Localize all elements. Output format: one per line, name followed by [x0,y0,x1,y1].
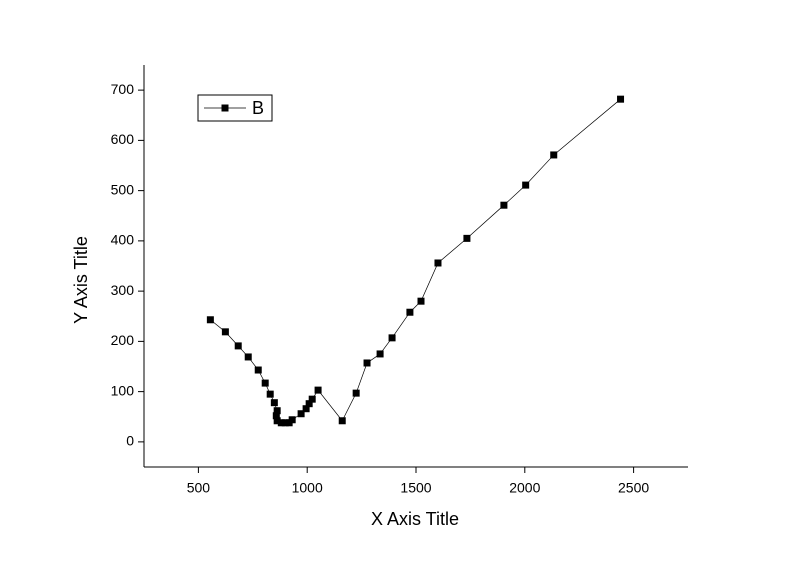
data-point [352,389,360,397]
data-point [550,151,558,159]
data-point [314,386,322,394]
data-point [388,334,396,342]
data-point [417,297,425,305]
y-tick-label: 700 [111,81,135,97]
data-point [500,201,508,209]
y-tick-label: 200 [111,332,135,348]
x-tick-label: 500 [187,480,211,496]
data-point [338,417,346,425]
y-tick-label: 600 [111,131,135,147]
y-axis-title: Y Axis Title [71,236,91,324]
data-point [281,419,289,427]
data-point [244,353,252,361]
y-tick-label: 0 [126,433,134,449]
y-tick-label: 400 [111,232,135,248]
data-point [272,412,280,420]
data-point [288,416,296,424]
data-point [434,259,442,267]
data-point [406,308,414,316]
data-point [270,399,278,407]
x-tick-label: 1500 [400,480,431,496]
data-point [221,328,229,336]
y-tick-label: 500 [111,181,135,197]
data-point [308,395,316,403]
data-point [463,234,471,242]
x-tick-label: 2000 [509,480,540,496]
data-point [234,342,242,350]
data-point [522,181,530,189]
data-point [617,95,625,103]
legend-marker [221,104,229,112]
data-point [277,419,285,427]
legend-label: B [252,98,264,118]
y-tick-label: 300 [111,282,135,298]
data-point [273,417,281,425]
data-point [297,410,305,418]
data-point [363,359,371,367]
x-tick-label: 2500 [618,480,649,496]
x-tick-label: 1000 [292,480,323,496]
data-point [302,405,310,413]
data-point [273,407,281,415]
data-point [254,366,262,374]
data-point [376,350,384,358]
data-point [206,316,214,324]
x-axis-title: X Axis Title [371,509,459,529]
data-point [305,400,313,408]
data-point [261,379,269,387]
data-point [266,390,274,398]
y-tick-label: 100 [111,382,135,398]
